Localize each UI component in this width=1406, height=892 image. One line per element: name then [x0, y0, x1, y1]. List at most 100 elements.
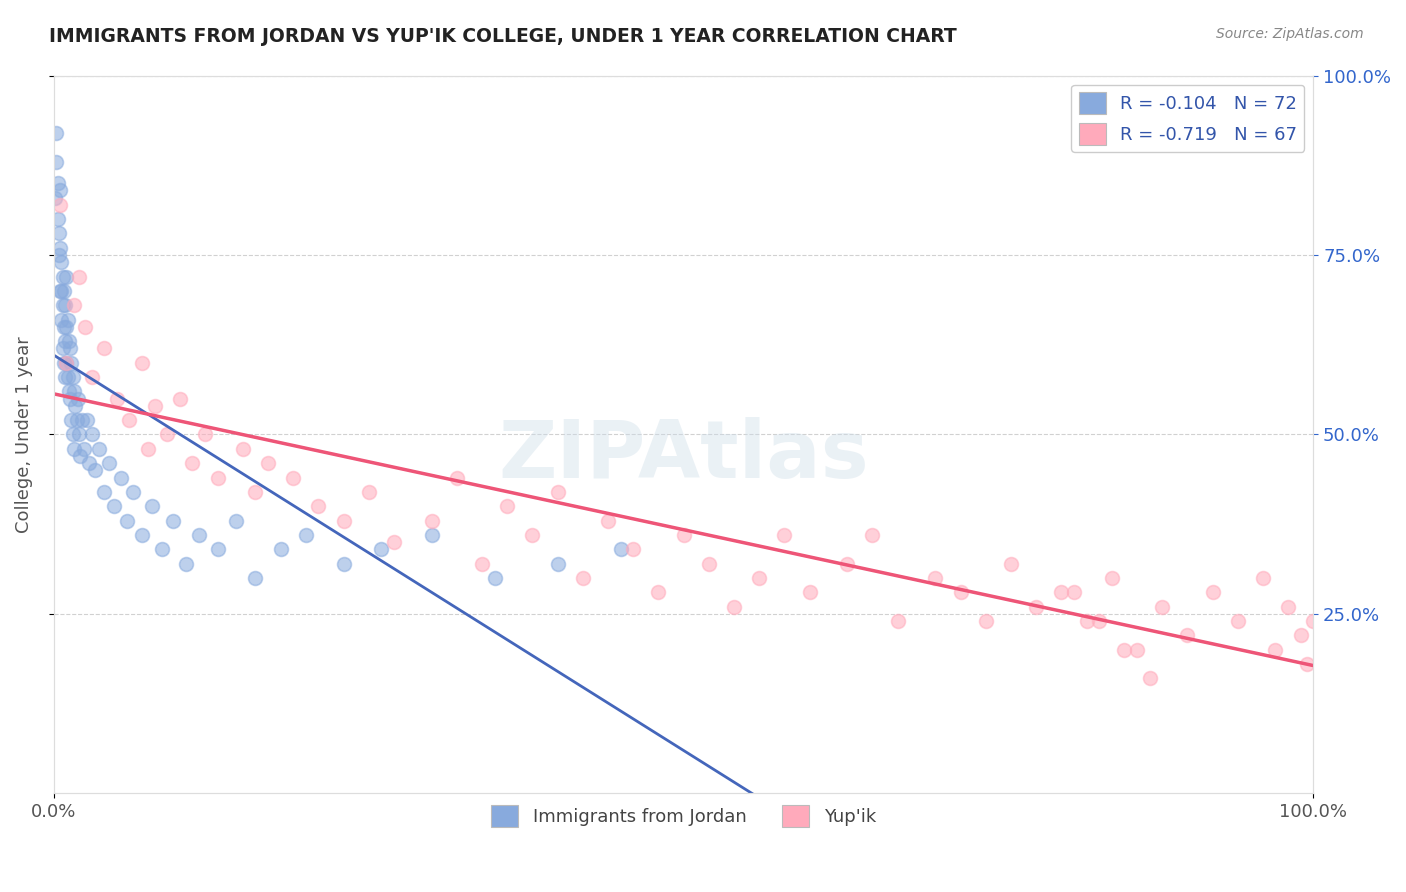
Point [89, 442, 111, 456]
Y-axis label: College, Under 1 year: College, Under 1 year [15, 336, 32, 533]
Point [56, 370, 79, 384]
Point [547, 557, 569, 571]
Point [60, 413, 83, 427]
Point [420, 514, 443, 528]
Point [103, 500, 125, 514]
Point [46, 212, 69, 227]
Point [93, 484, 115, 499]
Point [332, 514, 354, 528]
Point [484, 571, 506, 585]
Point [207, 470, 229, 484]
Point [257, 456, 280, 470]
Point [63, 442, 86, 456]
Point [93, 341, 115, 355]
Point [62, 370, 84, 384]
Point [65, 413, 87, 427]
Point [672, 528, 695, 542]
Point [1076, 614, 1098, 628]
Point [69, 449, 91, 463]
Point [56, 312, 79, 326]
Point [723, 599, 745, 614]
Point [55, 356, 77, 370]
Point [1088, 614, 1111, 628]
Point [1277, 599, 1299, 614]
Text: Source: ZipAtlas.com: Source: ZipAtlas.com [1216, 27, 1364, 41]
Point [51, 255, 73, 269]
Point [281, 470, 304, 484]
Point [52, 356, 75, 370]
Point [49, 198, 72, 212]
Point [609, 542, 631, 557]
Point [65, 399, 87, 413]
Point [67, 427, 90, 442]
Point [122, 484, 145, 499]
Point [697, 557, 720, 571]
Point [181, 456, 204, 470]
Point [446, 470, 468, 484]
Point [52, 298, 75, 312]
Point [143, 399, 166, 413]
Point [572, 571, 595, 585]
Point [63, 384, 86, 399]
Point [1025, 599, 1047, 614]
Point [51, 312, 73, 326]
Text: IMMIGRANTS FROM JORDAN VS YUP'IK COLLEGE, UNDER 1 YEAR CORRELATION CHART: IMMIGRANTS FROM JORDAN VS YUP'IK COLLEGE… [49, 27, 957, 45]
Point [55, 269, 77, 284]
Point [621, 542, 644, 557]
Point [70, 413, 93, 427]
Point [924, 571, 946, 585]
Point [58, 384, 80, 399]
Point [420, 528, 443, 542]
Point [496, 500, 519, 514]
Point [187, 528, 209, 542]
Point [471, 557, 494, 571]
Point [84, 463, 107, 477]
Point [60, 356, 83, 370]
Point [748, 571, 770, 585]
Legend: Immigrants from Jordan, Yup'ik: Immigrants from Jordan, Yup'ik [484, 798, 883, 835]
Point [974, 614, 997, 628]
Point [194, 427, 217, 442]
Point [131, 528, 153, 542]
Point [799, 585, 821, 599]
Point [1251, 571, 1274, 585]
Point [596, 514, 619, 528]
Text: ZIPAtlas: ZIPAtlas [498, 417, 869, 495]
Point [174, 557, 197, 571]
Point [45, 126, 67, 140]
Point [162, 514, 184, 528]
Point [1063, 585, 1085, 599]
Point [245, 484, 267, 499]
Point [110, 470, 132, 484]
Point [1201, 585, 1223, 599]
Point [63, 298, 86, 312]
Point [141, 500, 163, 514]
Point [73, 442, 96, 456]
Point [270, 542, 292, 557]
Point [156, 427, 179, 442]
Point [53, 298, 76, 312]
Point [886, 614, 908, 628]
Point [547, 484, 569, 499]
Point [207, 542, 229, 557]
Point [115, 514, 138, 528]
Point [66, 392, 89, 406]
Point [1296, 657, 1319, 672]
Point [58, 334, 80, 348]
Point [52, 269, 75, 284]
Point [150, 542, 173, 557]
Point [48, 227, 70, 241]
Point [67, 269, 90, 284]
Point [949, 585, 972, 599]
Point [225, 514, 247, 528]
Point [59, 341, 82, 355]
Point [837, 557, 859, 571]
Point [62, 427, 84, 442]
Point [294, 528, 316, 542]
Point [80, 370, 103, 384]
Point [49, 183, 72, 197]
Point [55, 356, 77, 370]
Point [522, 528, 544, 542]
Point [1289, 628, 1312, 642]
Point [45, 154, 67, 169]
